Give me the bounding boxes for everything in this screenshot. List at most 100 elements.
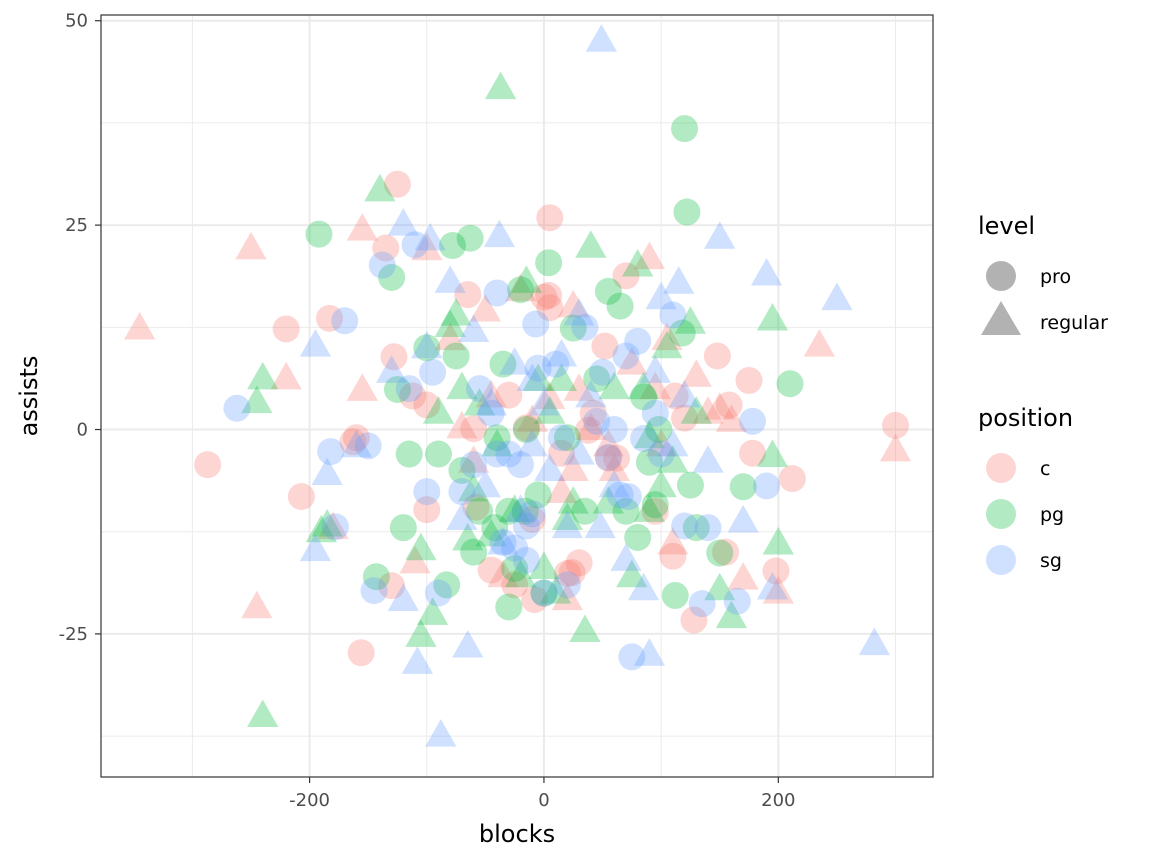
data-point-sg-regular [434, 265, 466, 293]
data-point-sg-regular [756, 571, 789, 600]
data-point-sg-pro [618, 643, 646, 671]
data-point-c-regular [270, 361, 302, 390]
data-point-c-regular [469, 293, 502, 322]
data-point-sg-pro [507, 451, 535, 479]
plot-panel-border [100, 14, 934, 778]
data-point-sg-regular [645, 281, 677, 310]
data-point-c-regular [551, 582, 584, 611]
data-point-pg-pro [507, 276, 535, 304]
data-point-pg-regular [247, 361, 279, 390]
data-point-sg-regular [475, 387, 507, 416]
data-point-sg-pro [612, 342, 640, 370]
data-point-sg-regular [627, 572, 660, 601]
legend-sg-key [986, 545, 1016, 575]
data-point-c-pro [378, 572, 406, 600]
data-point-c-pro [339, 428, 367, 456]
data-point-c-regular [504, 273, 537, 302]
legend-pro-key-circle [986, 261, 1016, 291]
data-point-c-regular [446, 410, 478, 439]
data-point-pg-pro [661, 581, 689, 609]
data-point-sg-regular [563, 437, 595, 465]
data-point-sg-pro [512, 512, 540, 540]
data-point-pg-regular [551, 502, 584, 530]
data-point-c-pro [342, 424, 370, 452]
data-point-c-regular [598, 453, 630, 481]
data-point-sg-pro [753, 472, 781, 500]
data-point-sg-regular [340, 429, 373, 458]
data-point-c-regular [651, 322, 683, 351]
data-point-pg-regular [575, 230, 607, 258]
data-point-c-pro [612, 262, 640, 290]
data-point-pg-regular [434, 309, 466, 338]
data-point-c-pro [316, 304, 344, 332]
data-point-c-pro [603, 444, 631, 472]
data-point-c-regular [692, 396, 724, 424]
data-point-sg-regular [504, 494, 537, 522]
data-point-sg-regular [584, 510, 616, 539]
data-point-pg-pro [456, 224, 484, 252]
data-point-c-regular [487, 559, 519, 588]
data-point-c-pro [565, 549, 593, 577]
data-point-c-regular [317, 511, 349, 539]
data-point-pg-regular [458, 473, 490, 502]
data-point-pg-pro [362, 563, 390, 591]
data-point-sg-pro [614, 483, 642, 511]
data-point-sg-regular [299, 533, 332, 562]
legend-position: position c pg sg [978, 404, 1073, 575]
data-point-sg-pro [641, 399, 669, 427]
data-point-pg-pro [466, 497, 494, 525]
legend-pg-key [986, 499, 1016, 529]
data-point-c-regular [563, 373, 595, 401]
data-point-pg-regular [475, 518, 507, 547]
data-point-c-regular [458, 445, 490, 473]
data-point-sg-pro [522, 310, 550, 338]
data-point-c-pro [462, 493, 490, 521]
data-point-sg-regular [639, 355, 671, 383]
data-point-c-regular [411, 232, 443, 261]
data-point-sg-pro [589, 358, 617, 386]
x-tick-label: 200 [761, 790, 795, 811]
data-point-pg-pro [460, 538, 488, 566]
data-point-pg-regular [674, 306, 707, 334]
data-point-sg-regular [633, 638, 666, 666]
data-point-c-regular [645, 428, 677, 457]
data-point-sg-pro [548, 424, 576, 452]
legend-c-key [986, 453, 1016, 483]
data-point-pg-regular [651, 330, 683, 359]
data-point-sg-regular [692, 445, 724, 473]
data-point-c-regular [680, 359, 712, 387]
data-point-c-regular [657, 526, 689, 555]
data-point-pg-pro [489, 350, 517, 378]
data-point-c-regular [575, 412, 607, 441]
data-point-sg-regular [610, 543, 642, 571]
data-point-sg-regular [528, 387, 560, 416]
data-point-c-pro [194, 451, 222, 479]
data-point-pg-pro [641, 491, 669, 519]
data-point-c-pro [680, 606, 708, 634]
data-point-pg-pro [448, 456, 476, 484]
y-axis-title: assists [15, 356, 43, 437]
data-point-pg-regular [463, 387, 496, 416]
data-point-c-regular [346, 213, 378, 241]
data-point-pg-pro [395, 440, 423, 468]
data-point-c-pro [287, 483, 315, 511]
data-point-pg-regular [528, 551, 560, 580]
data-point-c-regular [346, 373, 378, 401]
data-point-pg-regular [616, 559, 648, 588]
legend-level-title: level [978, 212, 1035, 240]
data-point-c-regular [235, 231, 267, 260]
data-point-c-pro [454, 281, 482, 309]
x-tick-label: -200 [289, 790, 330, 811]
data-point-sg-regular [585, 24, 618, 52]
data-point-sg-regular [414, 222, 446, 251]
legend-pro-label: pro [1040, 266, 1071, 288]
data-point-pg-pro [729, 473, 757, 501]
data-point-pg-regular [557, 486, 589, 514]
data-point-sg-pro [501, 534, 529, 562]
data-point-pg-pro [378, 263, 406, 291]
data-point-sg-regular [858, 627, 891, 656]
y-axis-ticks: -25 0 25 50 [59, 11, 101, 645]
data-point-pg-regular [704, 572, 736, 601]
data-point-sg-pro [395, 375, 423, 403]
